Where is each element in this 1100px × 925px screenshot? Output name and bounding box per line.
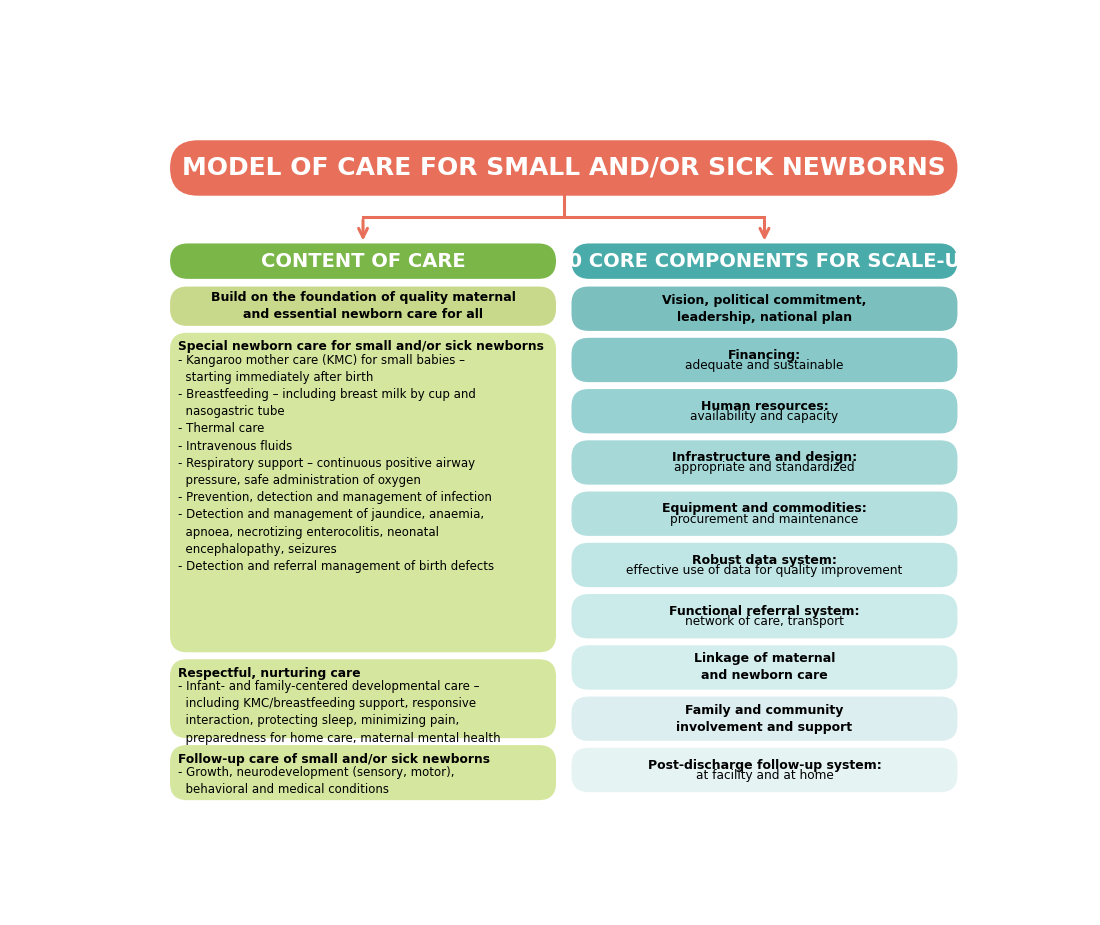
FancyBboxPatch shape (572, 440, 957, 485)
Text: effective use of data for quality improvement: effective use of data for quality improv… (626, 564, 903, 577)
Text: Build on the foundation of quality maternal
and essential newborn care for all: Build on the foundation of quality mater… (210, 291, 516, 322)
FancyBboxPatch shape (170, 333, 556, 652)
FancyBboxPatch shape (170, 287, 556, 326)
FancyBboxPatch shape (572, 491, 957, 536)
FancyBboxPatch shape (572, 697, 957, 741)
FancyBboxPatch shape (572, 243, 957, 278)
Text: adequate and sustainable: adequate and sustainable (685, 359, 844, 372)
FancyBboxPatch shape (572, 389, 957, 434)
Text: Functional referral system:: Functional referral system: (669, 605, 860, 618)
FancyBboxPatch shape (572, 646, 957, 690)
Text: Family and community
involvement and support: Family and community involvement and sup… (676, 704, 852, 734)
Text: availability and capacity: availability and capacity (691, 410, 838, 423)
Text: Vision, political commitment,
leadership, national plan: Vision, political commitment, leadership… (662, 294, 867, 324)
Text: Financing:: Financing: (728, 349, 801, 362)
Text: appropriate and standardized: appropriate and standardized (674, 462, 855, 475)
FancyBboxPatch shape (572, 287, 957, 331)
Text: Linkage of maternal
and newborn care: Linkage of maternal and newborn care (694, 652, 835, 683)
Text: 10 CORE COMPONENTS FOR SCALE-UP: 10 CORE COMPONENTS FOR SCALE-UP (554, 252, 975, 271)
Text: - Infant- and family-centered developmental care –
  including KMC/breastfeeding: - Infant- and family-centered developmen… (178, 680, 501, 745)
Text: - Growth, neurodevelopment (sensory, motor),
  behavioral and medical conditions: - Growth, neurodevelopment (sensory, mot… (178, 766, 454, 796)
Text: network of care, transport: network of care, transport (685, 615, 844, 628)
Text: CONTENT OF CARE: CONTENT OF CARE (261, 252, 465, 271)
Text: procurement and maintenance: procurement and maintenance (670, 512, 859, 525)
Text: Respectful, nurturing care: Respectful, nurturing care (178, 667, 361, 680)
FancyBboxPatch shape (572, 594, 957, 638)
Text: at facility and at home: at facility and at home (695, 769, 834, 782)
FancyBboxPatch shape (170, 243, 556, 278)
FancyBboxPatch shape (572, 338, 957, 382)
Text: Human resources:: Human resources: (701, 400, 828, 413)
FancyBboxPatch shape (170, 746, 556, 800)
Text: Special newborn care for small and/or sick newborns: Special newborn care for small and/or si… (178, 340, 543, 353)
FancyBboxPatch shape (170, 141, 957, 196)
Text: MODEL OF CARE FOR SMALL AND/OR SICK NEWBORNS: MODEL OF CARE FOR SMALL AND/OR SICK NEWB… (182, 156, 946, 180)
Text: Infrastructure and design:: Infrastructure and design: (672, 451, 857, 464)
Text: Post-discharge follow-up system:: Post-discharge follow-up system: (648, 758, 881, 771)
Text: - Kangaroo mother care (KMC) for small babies –
  starting immediately after bir: - Kangaroo mother care (KMC) for small b… (178, 353, 494, 573)
Text: Robust data system:: Robust data system: (692, 554, 837, 567)
Text: Equipment and commodities:: Equipment and commodities: (662, 502, 867, 515)
FancyBboxPatch shape (572, 747, 957, 792)
FancyBboxPatch shape (572, 543, 957, 587)
FancyBboxPatch shape (170, 660, 556, 738)
Text: Follow-up care of small and/or sick newborns: Follow-up care of small and/or sick newb… (178, 753, 490, 766)
